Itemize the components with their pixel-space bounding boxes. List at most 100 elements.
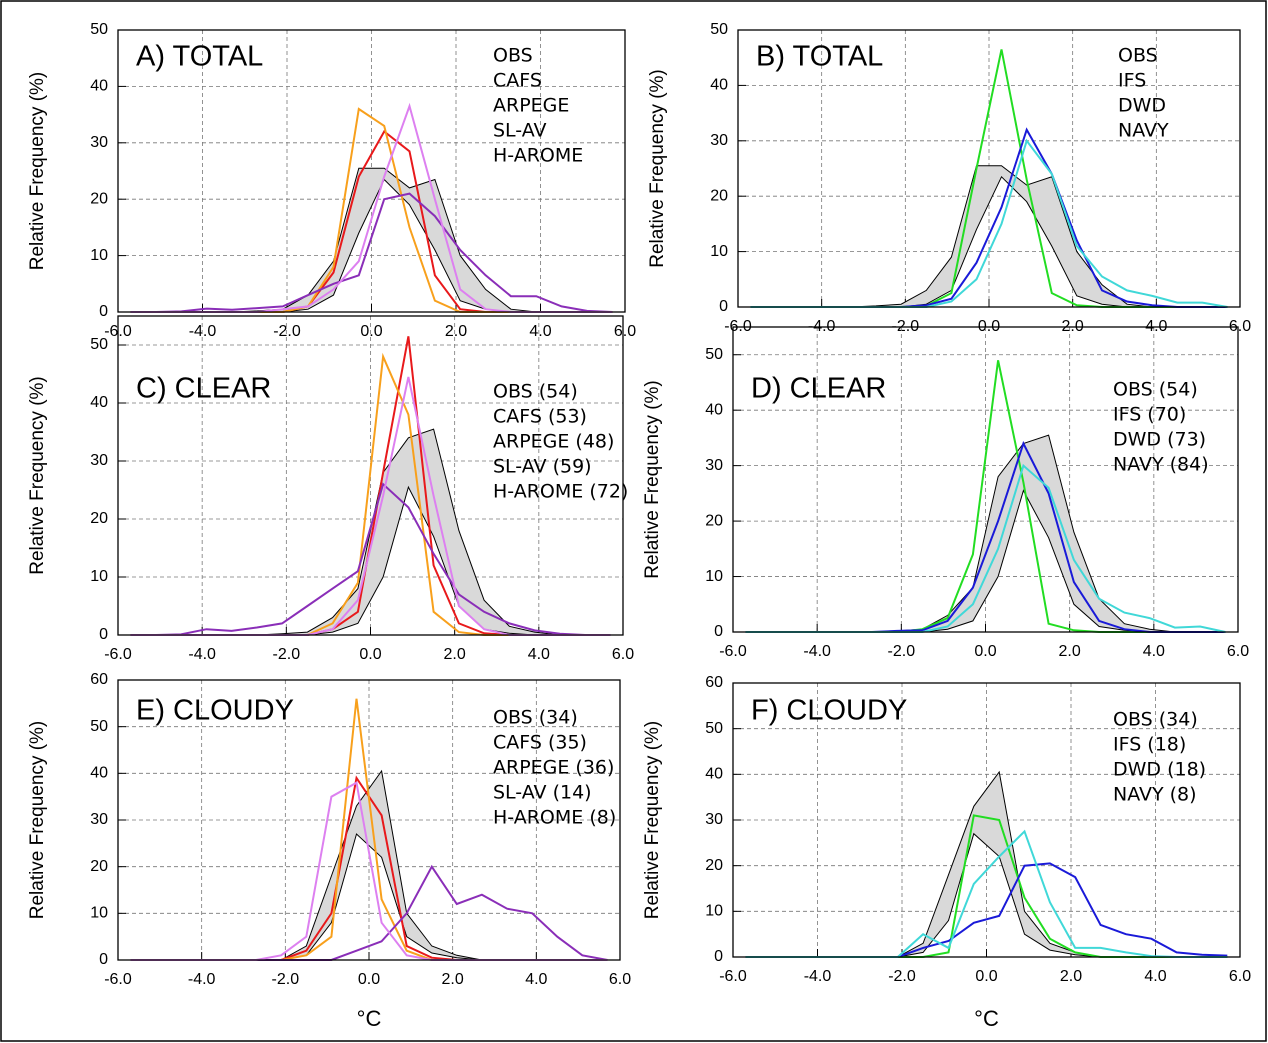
x-tick-label: 0.0	[974, 643, 996, 660]
panel-title: E) CLOUDY	[136, 695, 294, 727]
plot-frame	[117, 29, 626, 313]
legend-label: OBS (34)	[493, 707, 578, 729]
x-tick-label: 4.0	[1144, 968, 1166, 985]
x-tick-label: 6.0	[609, 971, 631, 988]
y-axis-label: Relative Frequency (%)	[27, 376, 48, 575]
x-tick-label: 0.0	[358, 971, 380, 988]
x-tick-label: 6.0	[612, 646, 634, 663]
legend-label: OBS (34)	[1113, 709, 1198, 731]
x-tick-label: 6.0	[1227, 643, 1249, 660]
x-tick-label: 2.0	[442, 971, 464, 988]
y-tick-label: 0	[99, 303, 108, 320]
y-tick-label: 40	[90, 394, 108, 411]
y-tick-label: 10	[90, 568, 108, 585]
legend-label: DWD (18)	[1113, 759, 1206, 781]
legend-label: OBS	[493, 45, 533, 67]
y-tick-label: 10	[705, 568, 723, 585]
y-axis-label: Relative Frequency (%)	[642, 380, 663, 579]
legend-label: OBS (54)	[1113, 379, 1198, 401]
plot-frame	[117, 679, 621, 961]
panel-title: B) TOTAL	[756, 41, 883, 73]
x-tick-label: -4.0	[803, 643, 831, 660]
y-tick-label: 50	[705, 720, 723, 737]
x-tick-label: 6.0	[1229, 318, 1251, 335]
panel: 0 10 20 30 40 50 60 -6.0 -4.0 -2.0 0.0 2.0 4.0 6.0 OBS…	[27, 671, 631, 1031]
legend-label: IFS (70)	[1113, 404, 1186, 426]
y-tick-label: 50	[90, 718, 108, 735]
y-tick-label: 40	[705, 766, 723, 783]
panel-title: D) CLEAR	[751, 373, 886, 405]
x-axis-label: °C	[974, 1006, 999, 1031]
x-tick-label: 6.0	[1229, 968, 1251, 985]
legend-label: CAFS (35)	[493, 732, 587, 754]
y-tick-label: 50	[705, 346, 723, 363]
x-tick-label: -6.0	[104, 971, 132, 988]
x-tick-label: 2.0	[1060, 968, 1082, 985]
legend-label: CAFS	[493, 70, 542, 92]
obs-range	[750, 165, 1228, 307]
x-tick-label: -6.0	[719, 643, 747, 660]
y-tick-label: 0	[99, 626, 108, 643]
plot-frame	[117, 315, 624, 636]
y-tick-label: 40	[90, 78, 108, 95]
x-tick-label: -2.0	[273, 323, 301, 340]
y-tick-label: 0	[714, 623, 723, 640]
y-tick-label: 60	[705, 674, 723, 691]
x-axis-label: °C	[357, 1006, 382, 1031]
y-tick-label: 20	[705, 512, 723, 529]
series-line	[130, 482, 611, 636]
x-tick-label: 0.0	[359, 646, 381, 663]
y-tick-label: 20	[90, 190, 108, 207]
y-tick-label: 60	[90, 671, 108, 688]
y-axis-label: Relative Frequency (%)	[647, 69, 668, 268]
series-line	[130, 192, 613, 313]
x-tick-label: 4.0	[529, 323, 551, 340]
x-tick-label: -2.0	[888, 643, 916, 660]
legend-label: IFS (18)	[1113, 734, 1186, 756]
y-tick-label: 50	[90, 336, 108, 353]
y-tick-label: 10	[710, 243, 728, 260]
legend-label: H-AROME (8)	[493, 807, 616, 829]
x-tick-label: 2.0	[1059, 643, 1081, 660]
legend-label: DWD	[1118, 95, 1166, 117]
y-axis-label: Relative Frequency (%)	[642, 721, 663, 920]
plot-frame	[737, 29, 1241, 308]
x-tick-label: -4.0	[804, 968, 832, 985]
y-tick-label: 40	[705, 401, 723, 418]
panel-title: A) TOTAL	[136, 41, 263, 73]
y-tick-label: 10	[705, 903, 723, 920]
x-tick-label: 2.0	[445, 323, 467, 340]
y-tick-label: 0	[719, 298, 728, 315]
y-tick-label: 30	[90, 134, 108, 151]
y-axis-label: Relative Frequency (%)	[27, 72, 48, 271]
plot-frame	[732, 682, 1241, 958]
y-tick-label: 30	[710, 132, 728, 149]
y-tick-label: 50	[90, 21, 108, 38]
y-tick-label: 30	[705, 457, 723, 474]
x-tick-label: -2.0	[888, 968, 916, 985]
y-tick-label: 30	[90, 811, 108, 828]
plot-frame	[732, 326, 1239, 633]
y-tick-label: 20	[90, 510, 108, 527]
legend-label: NAVY	[1118, 120, 1169, 142]
legend-label: OBS (54)	[493, 381, 578, 403]
legend-label: SL-AV (59)	[493, 456, 592, 478]
legend-label: H-AROME (72)	[493, 481, 628, 503]
x-tick-label: 4.0	[528, 646, 550, 663]
x-tick-label: 0.0	[360, 323, 382, 340]
y-tick-label: 50	[710, 21, 728, 38]
x-tick-label: -2.0	[272, 971, 300, 988]
legend-label: NAVY (84)	[1113, 454, 1209, 476]
y-tick-label: 0	[99, 951, 108, 968]
legend-label: ARPEGE (36)	[493, 757, 614, 779]
x-tick-label: 6.0	[614, 323, 636, 340]
legend-label: ARPEGE	[493, 95, 569, 117]
y-tick-label: 30	[705, 811, 723, 828]
y-tick-label: 10	[90, 905, 108, 922]
legend-label: OBS	[1118, 45, 1158, 67]
legend-label: ARPEGE (48)	[493, 431, 614, 453]
x-tick-label: -4.0	[188, 971, 216, 988]
legend-label: CAFS (53)	[493, 406, 587, 428]
panel-title: F) CLOUDY	[751, 695, 907, 727]
